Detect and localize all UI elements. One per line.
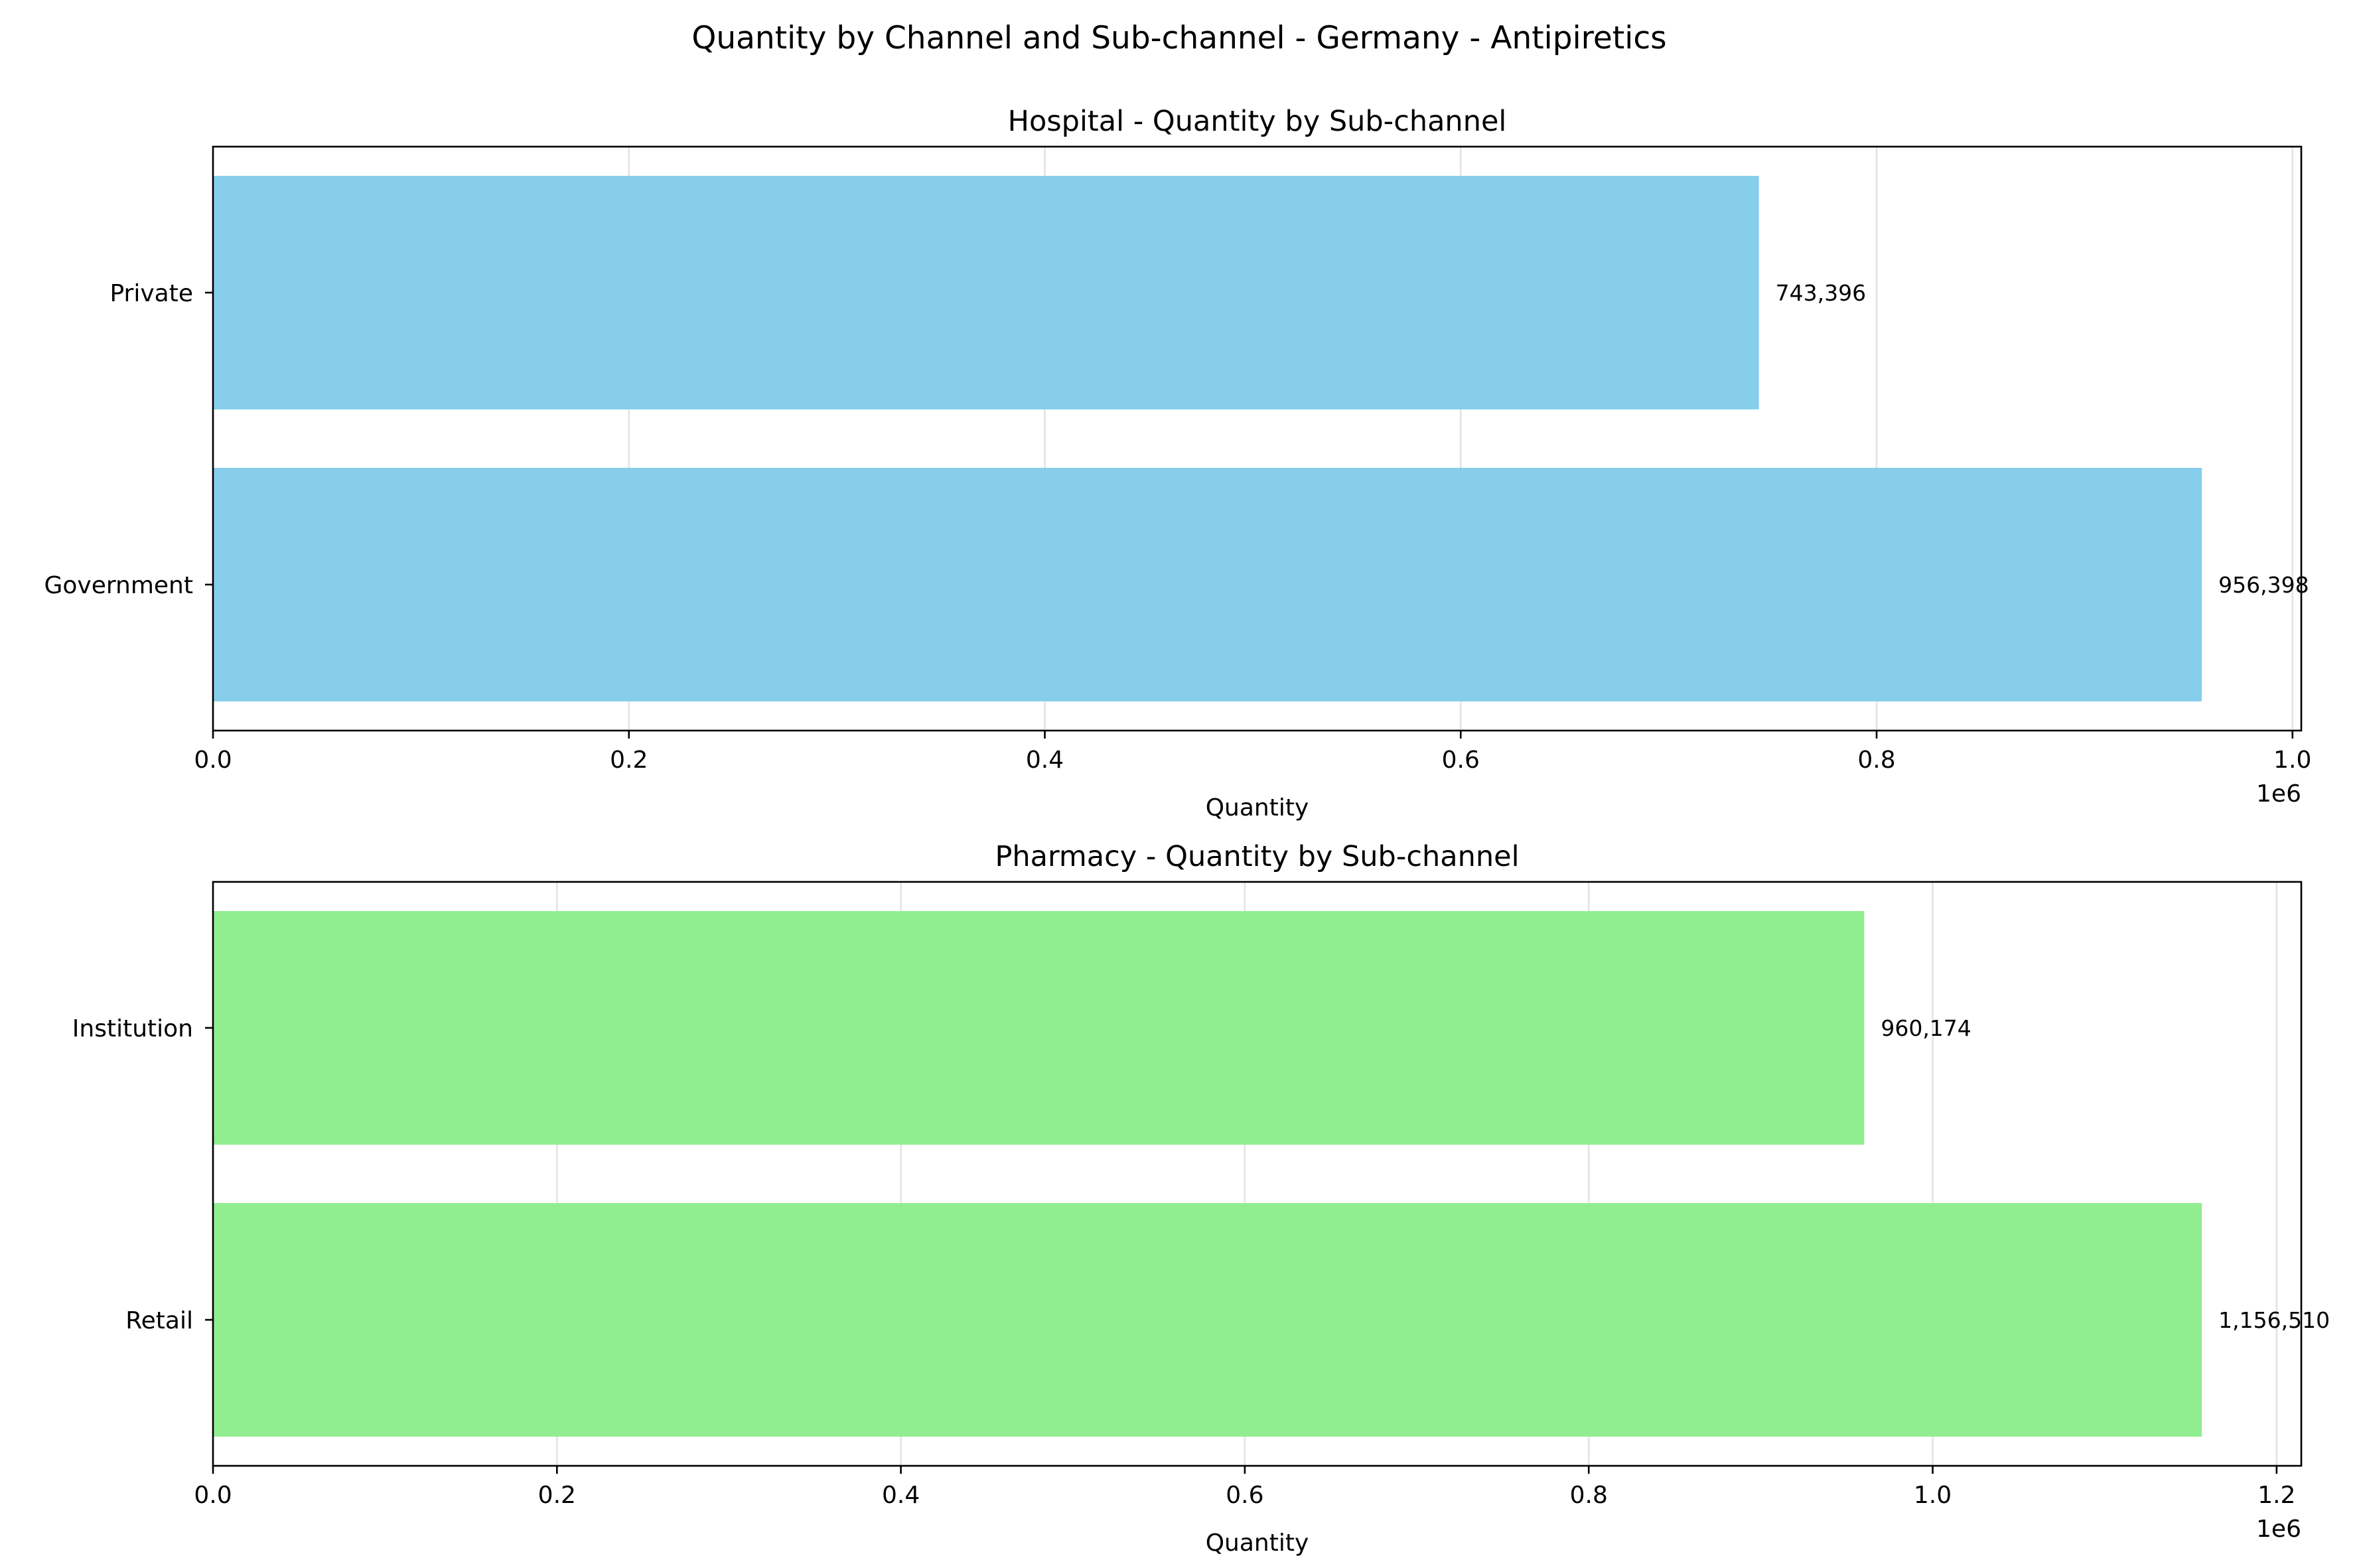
pharmacy-value-label: 960,174: [1881, 1015, 1971, 1041]
hospital-xtick-label: 0.4: [1026, 747, 1064, 774]
pharmacy-xtick-label: 0.4: [882, 1482, 920, 1509]
pharmacy-xtick-label: 1.0: [1914, 1482, 1952, 1509]
hospital-value-label: 956,398: [2218, 572, 2309, 598]
pharmacy-xtick-label: 1.2: [2257, 1482, 2295, 1509]
hospital-value-label: 743,396: [1776, 280, 1866, 306]
hospital-x-axis-label: Quantity: [1206, 794, 1309, 821]
hospital-panel-title: Hospital - Quantity by Sub-channel: [1008, 105, 1507, 138]
pharmacy-category-label: Institution: [72, 1015, 193, 1042]
pharmacy-xtick-label: 0.6: [1226, 1482, 1263, 1509]
hospital-axes-frame: [212, 145, 2303, 732]
pharmacy-offset-text: 1e6: [2256, 1516, 2301, 1543]
hospital-xtick-label: 0.2: [610, 747, 648, 774]
chart-title: Quantity by Channel and Sub-channel - Ge…: [691, 20, 1666, 56]
pharmacy-xtick-label: 0.8: [1570, 1482, 1608, 1509]
pharmacy-xtick-label: 0.2: [538, 1482, 576, 1509]
pharmacy-panel: 960,174 Institution 1,156,510 Retail 0.0 0.2 0…: [72, 840, 2330, 1557]
hospital-category-label: Government: [44, 572, 193, 599]
pharmacy-xtick-label: 0.0: [194, 1482, 232, 1509]
hospital-xtick-label: 1.0: [2273, 747, 2311, 774]
pharmacy-bar: [213, 1203, 2202, 1437]
pharmacy-x-axis-label: Quantity: [1206, 1530, 1309, 1557]
hospital-xtick-label: 0.0: [194, 747, 232, 774]
pharmacy-axes-frame: [212, 881, 2303, 1467]
hospital-xtick-label: 0.6: [1442, 747, 1480, 774]
hospital-bar: [213, 468, 2202, 701]
pharmacy-panel-title: Pharmacy - Quantity by Sub-channel: [995, 840, 1519, 873]
pharmacy-value-label: 1,156,510: [2218, 1307, 2330, 1333]
pharmacy-category-label: Retail: [125, 1307, 193, 1334]
hospital-category-label: Private: [109, 280, 193, 307]
hospital-bar: [213, 176, 1759, 409]
pharmacy-bar: [213, 911, 1865, 1145]
hospital-offset-text: 1e6: [2256, 780, 2301, 808]
hospital-xtick-label: 0.8: [1857, 747, 1895, 774]
hospital-panel: 743,396 Private 956,398 Government 0.0 0.2 0.4…: [44, 105, 2311, 821]
